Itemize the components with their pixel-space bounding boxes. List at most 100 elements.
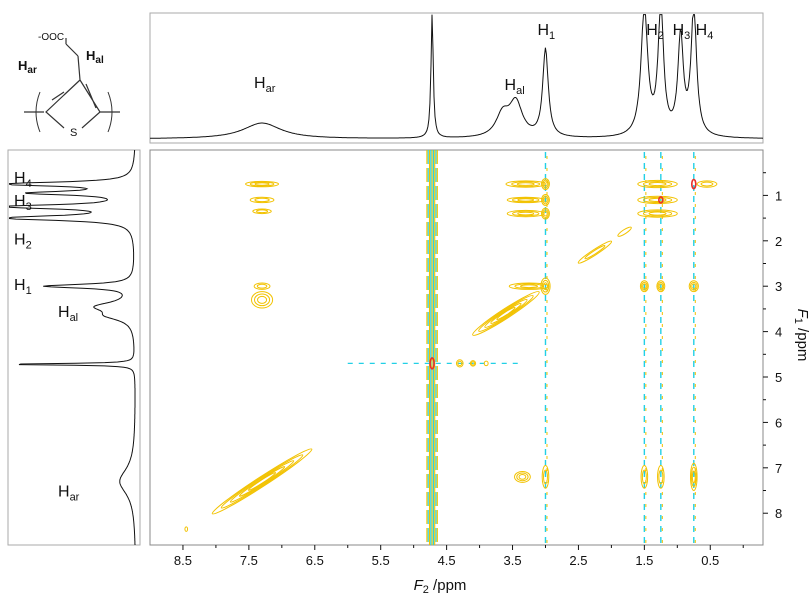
intense-peak (658, 196, 664, 204)
diagonal-contour (584, 245, 606, 260)
y-tick-label: 6 (775, 415, 782, 430)
diagonal-contour (490, 302, 522, 324)
diagonal-contour (211, 448, 313, 515)
cross-peak (252, 208, 272, 215)
cross-peak (520, 284, 538, 289)
cross-peak (516, 182, 535, 186)
x-axis-label: F2 /ppm (414, 577, 467, 595)
cross-peak (689, 462, 698, 492)
x-tick-label: 0.5 (701, 553, 719, 568)
diagonal-contour (577, 240, 613, 264)
y-tick-label: 4 (775, 325, 782, 340)
y-tick-label: 2 (775, 234, 782, 249)
top-projection-labels: Har Hal H1 H2 H3 H4 (254, 22, 713, 97)
x-tick-label: 1.5 (635, 553, 653, 568)
diagonal-contour (220, 454, 304, 509)
plot-area (184, 150, 718, 545)
cross-peak (514, 470, 531, 483)
cross-peak (257, 295, 268, 304)
cross-peak (517, 211, 535, 216)
top-peak-label: H4 (696, 22, 714, 42)
x-tick-label: 6.5 (306, 553, 324, 568)
cross-peak (542, 195, 549, 205)
diagonal-contour (496, 306, 516, 320)
x-tick-label: 7.5 (240, 553, 258, 568)
left-projection-labels: H4 H3 H2 H1 Hal Har (14, 170, 80, 503)
cross-peak (543, 181, 548, 187)
cross-peak (640, 465, 649, 489)
intense-peak (690, 178, 697, 190)
left-peak-label: Hal (58, 304, 78, 324)
cross-peak (658, 283, 664, 290)
cross-peak (541, 465, 550, 489)
left-peak-label: H3 (14, 193, 32, 213)
cross-peak (541, 178, 550, 191)
cross-peak (511, 181, 541, 187)
y-axis-label: F1 /ppm (792, 309, 811, 362)
left-peak-label: H2 (14, 232, 32, 252)
cross-peak (637, 195, 678, 205)
cross-peak (505, 180, 546, 188)
top-peak-label: Hal (505, 77, 525, 97)
h-ar-structure-label: Har (18, 58, 37, 76)
cross-peak (457, 360, 463, 367)
cross-peak (184, 526, 189, 532)
cross-peak (657, 281, 665, 291)
cross-peak (541, 279, 550, 293)
cross-peak (512, 197, 540, 203)
cross-peak (470, 361, 476, 366)
diagonal-contour (484, 299, 528, 328)
cross-peak (658, 469, 664, 485)
cross-peak (648, 211, 667, 216)
cross-peak (249, 181, 275, 187)
cross-peak (541, 207, 550, 220)
top-projection-trace (150, 14, 764, 139)
cross-peak (249, 196, 275, 204)
x-tick-label: 2.5 (569, 553, 587, 568)
cross-peak (253, 282, 271, 290)
x-tick-label: 8.5 (174, 553, 192, 568)
x-tick-label: 5.5 (372, 553, 390, 568)
cross-peak (641, 281, 648, 291)
cross-peak (254, 293, 271, 307)
diagonal-contour (478, 295, 534, 332)
cross-peak (469, 360, 477, 367)
diagonal-peak (617, 226, 632, 237)
cross-peak (657, 465, 665, 489)
left-projection-frame (7, 149, 141, 546)
cross-peak (543, 469, 548, 485)
x-tick-label: 4.5 (438, 553, 456, 568)
cross-peak (518, 474, 527, 480)
cross-peak (541, 193, 550, 206)
y-axis: 1 2 3 4 5 6 7 8 (763, 172, 782, 521)
cross-peak (251, 291, 274, 309)
cross-peak (642, 196, 673, 204)
cross-peak (637, 179, 678, 189)
diagonal-contour (238, 466, 286, 497)
cross-peak (688, 280, 699, 293)
diagonal-contour (617, 226, 632, 237)
cross-peak (648, 181, 667, 187)
cross-peak (696, 180, 718, 188)
cross-peak (512, 210, 540, 217)
cross-peak (691, 283, 697, 290)
diagonal-contour (472, 291, 540, 336)
cross-peak (516, 472, 529, 482)
bracket-right (107, 91, 113, 133)
cross-peak (517, 198, 535, 202)
y-tick-label: 3 (775, 279, 782, 294)
cross-peak (690, 466, 697, 488)
cross-peak (483, 360, 489, 367)
cross-peak (642, 180, 673, 188)
sulfur-label: S (70, 127, 77, 139)
plot-frame (149, 149, 764, 546)
carboxylate-label: -OOC (38, 32, 64, 43)
cross-peak (641, 469, 647, 485)
y-tick-label: 1 (775, 188, 782, 203)
cross-peak (639, 280, 649, 293)
cross-peak (637, 209, 678, 218)
x-tick-label: 3.5 (503, 553, 521, 568)
cross-peak (254, 197, 270, 203)
diagonal-contour (247, 472, 277, 491)
